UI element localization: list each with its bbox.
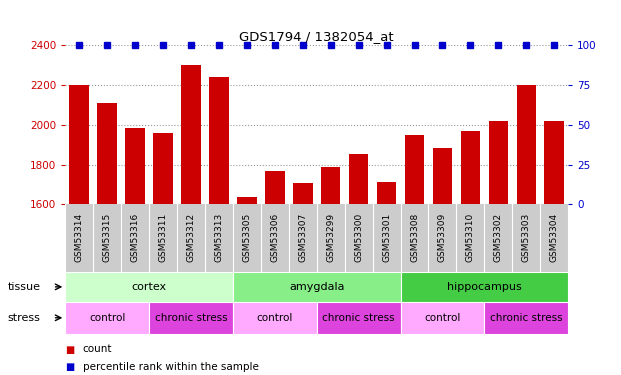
Text: control: control <box>424 313 461 323</box>
Text: GSM53307: GSM53307 <box>298 213 307 262</box>
Bar <box>377 183 396 204</box>
Bar <box>293 183 312 204</box>
Text: chronic stress: chronic stress <box>322 313 395 323</box>
Bar <box>65 302 149 334</box>
Bar <box>209 77 229 204</box>
Text: GSM53304: GSM53304 <box>550 213 559 262</box>
Text: count: count <box>83 345 112 354</box>
Bar <box>401 302 484 334</box>
Text: GSM53302: GSM53302 <box>494 213 503 262</box>
Bar <box>149 302 233 334</box>
Text: GSM53309: GSM53309 <box>438 213 447 262</box>
Text: GSM53311: GSM53311 <box>158 213 168 262</box>
Text: GSM53312: GSM53312 <box>186 213 196 262</box>
Bar <box>125 128 145 204</box>
Bar <box>401 272 568 302</box>
Text: GSM53300: GSM53300 <box>354 213 363 262</box>
Bar <box>349 154 368 204</box>
Bar <box>70 85 89 204</box>
Bar <box>153 133 173 204</box>
Text: ■: ■ <box>65 345 75 354</box>
Text: amygdala: amygdala <box>289 282 345 292</box>
Text: chronic stress: chronic stress <box>155 313 227 323</box>
Text: hippocampus: hippocampus <box>447 282 522 292</box>
Text: GSM53314: GSM53314 <box>75 213 84 262</box>
Text: tissue: tissue <box>7 282 40 292</box>
Text: chronic stress: chronic stress <box>490 313 563 323</box>
Bar <box>181 65 201 204</box>
Text: GSM53310: GSM53310 <box>466 213 475 262</box>
Bar <box>489 121 508 204</box>
Bar <box>233 272 401 302</box>
Bar <box>233 302 317 334</box>
Text: GSM53301: GSM53301 <box>382 213 391 262</box>
Bar <box>237 197 256 204</box>
Bar <box>317 302 401 334</box>
Text: ■: ■ <box>65 362 75 372</box>
Text: control: control <box>256 313 293 323</box>
Text: percentile rank within the sample: percentile rank within the sample <box>83 362 258 372</box>
Text: stress: stress <box>7 313 40 323</box>
Text: GSM53313: GSM53313 <box>214 213 224 262</box>
Bar <box>545 121 564 204</box>
Text: cortex: cortex <box>132 282 166 292</box>
Bar <box>484 302 568 334</box>
Bar <box>65 272 233 302</box>
Bar <box>433 148 452 204</box>
Text: GSM53308: GSM53308 <box>410 213 419 262</box>
Bar <box>405 135 424 204</box>
Text: GDS1794 / 1382054_at: GDS1794 / 1382054_at <box>240 30 394 43</box>
Text: GSM53315: GSM53315 <box>102 213 112 262</box>
Bar <box>461 130 480 204</box>
Text: GSM53299: GSM53299 <box>326 213 335 262</box>
Text: GSM53303: GSM53303 <box>522 213 531 262</box>
Text: GSM53306: GSM53306 <box>270 213 279 262</box>
Bar <box>265 171 284 204</box>
Text: control: control <box>89 313 125 323</box>
Bar <box>97 103 117 204</box>
Text: GSM53305: GSM53305 <box>242 213 252 262</box>
Text: GSM53316: GSM53316 <box>130 213 140 262</box>
Bar <box>321 166 340 204</box>
Bar <box>517 85 536 204</box>
